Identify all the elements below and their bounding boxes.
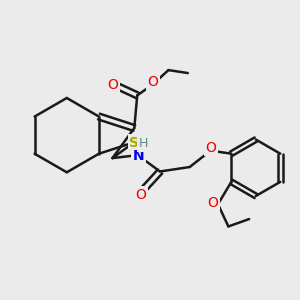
- Text: O: O: [135, 188, 146, 202]
- Text: H: H: [138, 137, 148, 150]
- Text: S: S: [129, 136, 139, 150]
- Text: O: O: [207, 196, 218, 210]
- Text: N: N: [133, 149, 144, 163]
- Text: O: O: [206, 141, 217, 155]
- Text: O: O: [107, 78, 118, 92]
- Text: O: O: [148, 75, 158, 89]
